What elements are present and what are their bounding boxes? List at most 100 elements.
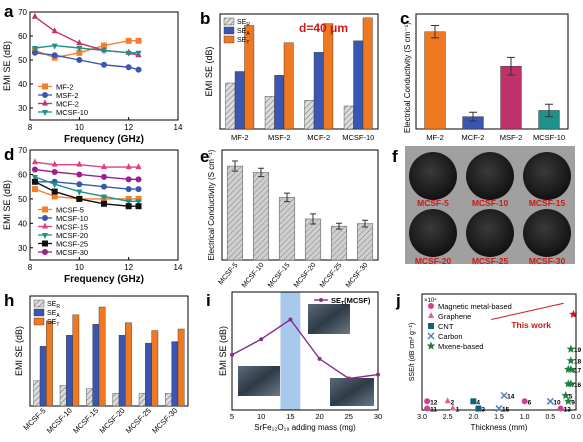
bar-SE_T <box>323 23 334 130</box>
x-axis-label: SrFe₁₂O₁₉ adding mass (mg) <box>254 423 356 432</box>
category-label: MCSF-25 <box>319 262 344 290</box>
x-tick-label: 25 <box>345 412 353 421</box>
sample-disc <box>523 152 571 200</box>
x-tick-label: 15 <box>286 412 294 421</box>
y-axis-label: EMI SE (dB) <box>2 180 12 230</box>
data-point <box>51 169 58 175</box>
data-point <box>76 160 83 167</box>
category-label: MF-2 <box>426 133 444 142</box>
category-label: MCSF-10 <box>342 133 374 142</box>
y-tick-label: 30 <box>18 244 27 253</box>
plot-frame <box>421 293 577 411</box>
y-axis-label: EMI SE (dB) <box>2 41 12 91</box>
legend-swatch <box>33 299 45 308</box>
panel-letter: i <box>206 291 211 310</box>
y-tick-label: 60 <box>18 170 27 179</box>
point-label: 6 <box>528 399 532 406</box>
legend-label: Mxene-based <box>438 342 483 351</box>
x-tick-label: 1.5 <box>494 414 504 421</box>
x-tick-label: 12 <box>124 263 133 272</box>
legend-marker <box>428 312 434 318</box>
bar <box>330 225 348 261</box>
point-label: 1 <box>456 407 460 414</box>
point-label: 9 <box>571 399 575 406</box>
legend-label: MCSF-30 <box>56 248 88 257</box>
x-tick-label: 8 <box>28 123 33 132</box>
y-tick-label: 40 <box>18 219 27 228</box>
x-axis-label: Frequency (GHz) <box>64 274 144 285</box>
data-point <box>566 344 576 353</box>
data-point <box>500 391 508 400</box>
annotation: d=40 μm <box>299 21 348 35</box>
legend-label: MSF-2 <box>56 91 79 100</box>
data-point <box>31 174 38 181</box>
point-label: 16 <box>574 382 582 389</box>
legend-label: CNT <box>438 322 454 331</box>
legend-marker <box>319 298 323 302</box>
series-MCSF-10 <box>31 43 142 57</box>
series-MCSF-30 <box>31 166 142 183</box>
bar-SE_R <box>59 385 67 407</box>
panel-i: i 5 10 15 20 25 30 SrFe₁₂O₁₉ adding mass (mg) EM… <box>206 291 382 432</box>
legend-marker <box>428 303 434 309</box>
category-label: MCSF-5 <box>217 262 239 287</box>
point-label: 13 <box>564 407 572 414</box>
bar-SE_A <box>313 52 324 130</box>
sample-disc <box>523 209 571 257</box>
data-point <box>76 39 83 46</box>
error-bar <box>232 160 238 172</box>
legend-marker <box>42 206 48 213</box>
panel-letter: c <box>400 9 409 28</box>
y-scale-note: ×10⁴ <box>424 297 437 304</box>
x-tick-label: 20 <box>315 412 323 421</box>
point-label: 12 <box>430 399 438 406</box>
legend-label: MF-2 <box>56 83 74 92</box>
sem-image <box>238 366 280 396</box>
series-MCSF-20 <box>31 174 142 206</box>
x-tick-label: 1.0 <box>520 414 530 421</box>
point-label: 5 <box>569 394 573 401</box>
error-bar <box>284 192 290 203</box>
data-point <box>76 195 83 202</box>
data-point <box>51 43 58 50</box>
data-point <box>135 176 142 183</box>
x-tick-label: 10 <box>257 412 265 421</box>
bar-SE_T <box>283 42 294 130</box>
legend-label: MCSF-25 <box>56 240 88 249</box>
error-bar <box>469 111 477 122</box>
y-tick-label: 40 <box>18 80 27 89</box>
y-axis-label: EMI SE (dB) <box>218 326 228 376</box>
legend-label: MCSF-20 <box>56 231 88 240</box>
panel-f: f MCSF-5 MCSF-10 MCSF-15 MCSF-20 MCSF-25 MCSF-… <box>392 146 575 266</box>
data-point <box>31 46 38 52</box>
panel-letter: j <box>395 291 401 310</box>
point-label: 4 <box>476 399 480 406</box>
x-tick-label: 12 <box>124 123 133 132</box>
series-MCSF-25 <box>31 178 142 210</box>
panel-j: j 3.0 2.5 2.0 1.5 1.0 0.5 0.0 Thickness (mm) SSE/… <box>395 291 581 432</box>
data-point <box>135 186 142 193</box>
bar-SE_A <box>353 40 364 130</box>
plot-frame <box>219 13 379 130</box>
category-label: MCSF-25 <box>124 406 153 435</box>
data-point <box>51 182 58 189</box>
bar-SE_T <box>244 25 255 130</box>
data-point <box>424 405 431 412</box>
category-label: MSF-2 <box>500 133 523 142</box>
panel-b: b MF-2 MSF-2 MCF-2 MCSF-10 EMI SE (dB) SERSEAS… <box>200 9 379 142</box>
sem-image <box>330 378 374 406</box>
x-tick-label: 2.0 <box>468 414 478 421</box>
legend-label: SER <box>47 301 60 310</box>
point-label: 17 <box>574 367 582 374</box>
series-line <box>231 318 379 380</box>
bar-SE_T <box>46 320 53 407</box>
data-point <box>135 199 142 206</box>
data-point <box>31 178 38 185</box>
data-point <box>259 337 264 342</box>
data-point <box>135 37 142 44</box>
point-label: 14 <box>507 394 515 401</box>
data-point <box>101 61 107 68</box>
data-point <box>470 398 477 405</box>
point-label: 7 <box>571 382 575 389</box>
panel-c: c MF-2 MCF-2 MSF-2 MCSF-10 Electrical Conduct… <box>400 9 569 142</box>
